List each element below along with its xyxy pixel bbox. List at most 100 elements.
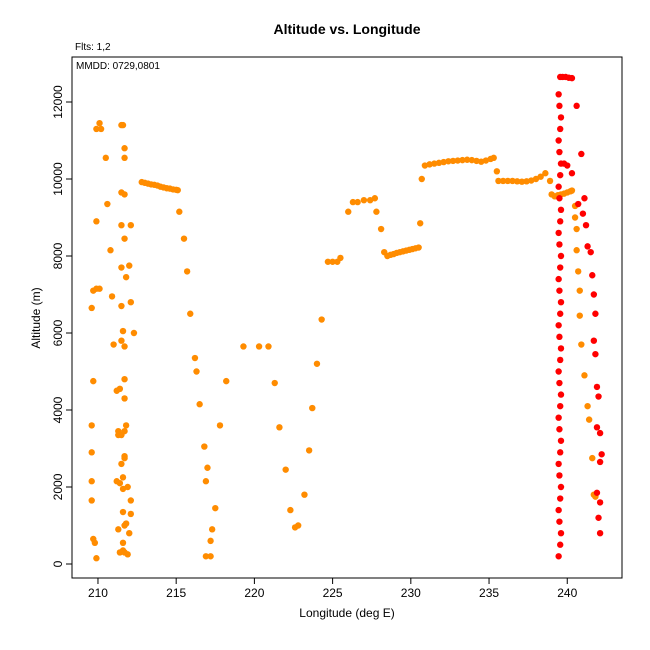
point [88, 422, 95, 429]
point [115, 526, 122, 533]
point [495, 177, 502, 185]
point [207, 537, 214, 545]
point [584, 402, 591, 410]
point [557, 529, 565, 537]
point [499, 177, 507, 185]
point [575, 268, 582, 275]
point [204, 464, 211, 471]
point [568, 74, 576, 82]
point [223, 377, 230, 385]
point [564, 162, 571, 169]
point [568, 187, 576, 194]
point [584, 243, 591, 250]
point [329, 258, 336, 265]
point [417, 220, 424, 227]
point [121, 454, 128, 462]
point [557, 356, 564, 364]
point [454, 157, 461, 164]
point [556, 426, 563, 433]
point [555, 91, 562, 98]
x-tick-label: 215 [166, 586, 186, 600]
point [301, 491, 308, 498]
point [107, 247, 114, 254]
point [557, 541, 564, 548]
point [207, 553, 214, 560]
point [568, 170, 576, 177]
point [557, 264, 564, 271]
point [589, 272, 596, 279]
point [537, 173, 544, 180]
point [121, 343, 128, 350]
point [592, 350, 599, 358]
point [589, 454, 596, 462]
point [180, 235, 188, 242]
point [88, 449, 95, 456]
point [127, 510, 135, 518]
point [468, 156, 476, 164]
point [119, 121, 127, 129]
point [349, 198, 357, 206]
point [556, 379, 563, 387]
x-axis-label: Longitude (deg E) [299, 606, 394, 620]
point [596, 499, 604, 506]
point [595, 514, 602, 521]
point [119, 539, 127, 547]
point [88, 497, 95, 504]
point [571, 214, 579, 221]
point [360, 196, 368, 204]
point [415, 244, 422, 251]
point [240, 343, 247, 350]
point [557, 252, 565, 260]
point [121, 235, 128, 242]
point [88, 304, 95, 312]
point [371, 195, 379, 202]
point [557, 298, 565, 306]
point [593, 489, 601, 496]
point [473, 157, 480, 165]
point [556, 148, 563, 156]
y-tick-label: 12000 [51, 85, 65, 119]
point [426, 161, 433, 168]
point [556, 333, 563, 341]
point [354, 198, 361, 206]
point [108, 293, 116, 300]
point [513, 178, 521, 185]
point [122, 273, 130, 281]
x-tick-label: 235 [479, 586, 499, 600]
point [119, 508, 127, 516]
point [122, 520, 130, 527]
point [556, 102, 563, 110]
point [118, 337, 125, 344]
point [377, 225, 385, 233]
point [124, 483, 131, 491]
point [294, 522, 302, 529]
point [557, 483, 565, 491]
point [546, 177, 554, 185]
point [121, 375, 128, 383]
point [555, 137, 562, 144]
point [518, 178, 526, 185]
point [459, 156, 466, 164]
point [127, 221, 135, 229]
point [557, 125, 564, 133]
point [174, 186, 181, 194]
point [590, 337, 598, 344]
point [196, 401, 203, 408]
point [93, 218, 100, 225]
point [556, 287, 563, 294]
point [130, 329, 138, 337]
point [118, 221, 125, 229]
point [581, 195, 588, 202]
point [418, 175, 425, 183]
point [555, 368, 562, 375]
point [555, 229, 562, 237]
point [490, 154, 497, 162]
point [187, 310, 194, 317]
point [271, 379, 278, 387]
point [581, 372, 588, 379]
point [557, 449, 564, 456]
y-tick-label: 8000 [51, 242, 65, 269]
point [96, 119, 103, 127]
point [118, 302, 125, 310]
point [555, 460, 562, 468]
